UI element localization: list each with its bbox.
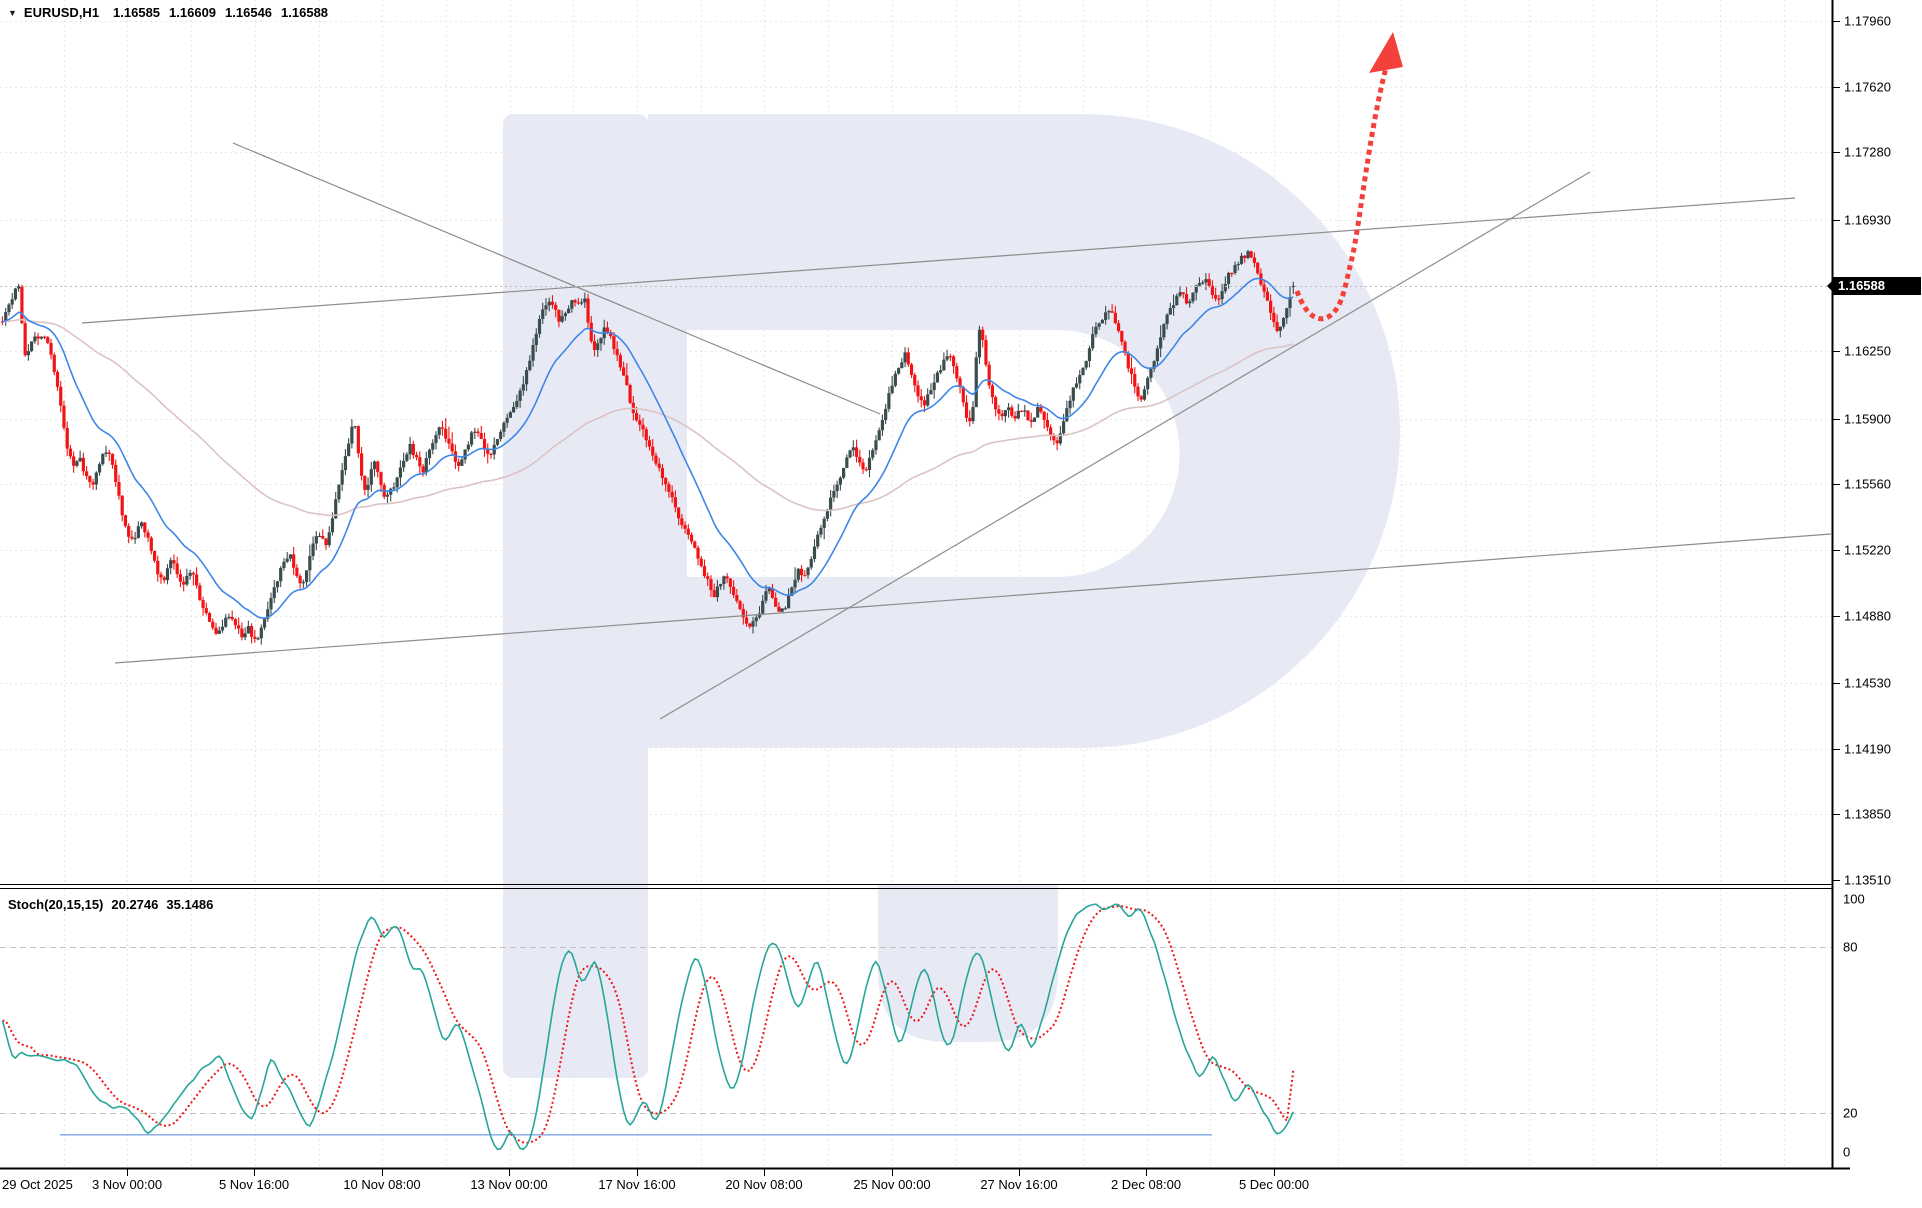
price-axis-label: 1.13850 (1844, 806, 1891, 822)
indicator-axis-label: 100 (1843, 891, 1865, 907)
projection-arrow-annotation[interactable] (1294, 32, 1403, 322)
price-axis-label: 1.14880 (1844, 608, 1891, 624)
price-axis-label: 1.17620 (1844, 79, 1891, 95)
price-axis-label: 1.17960 (1844, 13, 1891, 29)
indicator-axis-label: 20 (1843, 1105, 1858, 1121)
trendline-steep-ascending-line[interactable] (659, 171, 1591, 720)
price-axis-label: 1.14190 (1844, 741, 1891, 757)
grid-lines (0, 0, 1831, 1167)
symbol-timeframe-label[interactable]: EURUSD,H1 (23, 5, 100, 20)
time-axis-label: 10 Nov 08:00 (343, 1177, 421, 1192)
ma-fast-line (2, 277, 1294, 619)
time-axis-label: 5 Nov 16:00 (218, 1177, 290, 1192)
ohlc-close-value: 1.16588 (281, 5, 329, 20)
time-axis-label: 13 Nov 00:00 (470, 1177, 548, 1192)
indicator-axis-label: 80 (1843, 939, 1858, 955)
trendline-descending-line[interactable] (232, 142, 881, 415)
chart-header: ▼ EURUSD,H1 1.16585 1.16609 1.16546 1.16… (8, 5, 337, 20)
current-price-tag: 1.16588 (1827, 277, 1921, 295)
price-axis-label: 1.15220 (1844, 542, 1891, 558)
moving-averages (2, 277, 1294, 619)
trendline-objects[interactable] (81, 142, 1832, 720)
stoch-signal-line (2, 905, 1295, 1144)
price-axis-label: 1.15560 (1844, 476, 1891, 492)
time-axis-label: 20 Nov 08:00 (725, 1177, 803, 1192)
time-axis-label: 29 Oct 2025 (2, 1177, 73, 1192)
ohlc-low-value: 1.16546 (225, 5, 273, 20)
symbol-dropdown-arrow-icon[interactable]: ▼ (8, 7, 17, 18)
price-axis-label: 1.16250 (1844, 343, 1891, 359)
time-axis-label: 5 Dec 00:00 (1238, 1177, 1310, 1192)
ma-slow-line (2, 318, 1294, 517)
price-axis-label: 1.15900 (1844, 411, 1891, 427)
indicator-main-value: 20.2746 (111, 897, 159, 912)
time-axis-label: 25 Nov 00:00 (853, 1177, 931, 1192)
watermark-logo (503, 114, 1400, 1078)
indicator-name-label[interactable]: Stoch(20,15,15) (8, 897, 104, 912)
price-axis-label: 1.14530 (1844, 675, 1891, 691)
price-axis-label: 1.13510 (1844, 872, 1891, 888)
price-axis-label: 1.17280 (1844, 144, 1891, 160)
time-axis-label: 2 Dec 08:00 (1110, 1177, 1182, 1192)
current-price-value: 1.16588 (1838, 278, 1885, 293)
indicator-axis-label: 0 (1843, 1144, 1851, 1160)
time-axis-label: 3 Nov 00:00 (91, 1177, 163, 1192)
price-axis-label: 1.16930 (1844, 212, 1891, 228)
indicator-header: Stoch(20,15,15) 20.2746 35.1486 (8, 897, 221, 912)
trendline-lower-support[interactable] (114, 533, 1832, 664)
ohlc-high-value: 1.16609 (169, 5, 217, 20)
ohlc-open-value: 1.16585 (113, 5, 161, 20)
candlestick-series (0, 249, 1295, 645)
time-axis-label: 27 Nov 16:00 (980, 1177, 1058, 1192)
axes-frame (0, 0, 1850, 1176)
time-axis-label: 17 Nov 16:00 (598, 1177, 676, 1192)
stochastic-indicator (1, 903, 1295, 1151)
stoch-main-line (1, 903, 1295, 1151)
indicator-signal-value: 35.1486 (166, 897, 214, 912)
